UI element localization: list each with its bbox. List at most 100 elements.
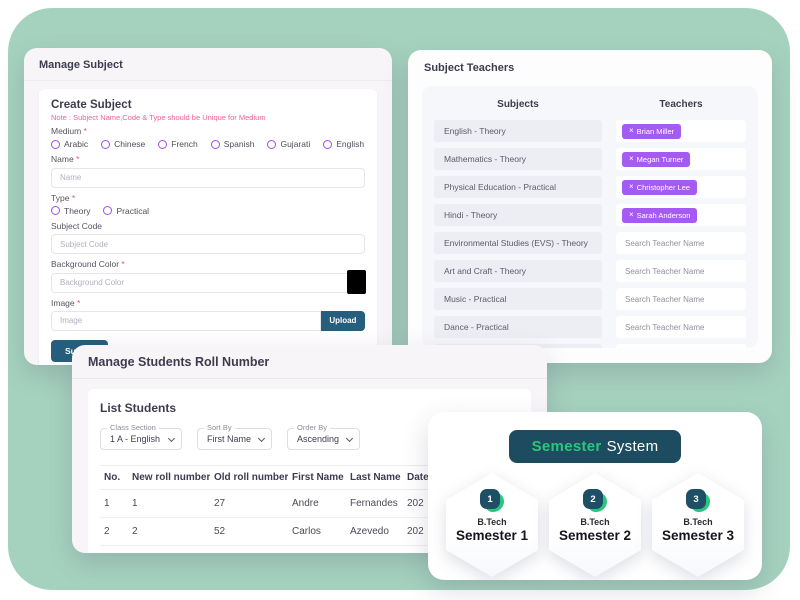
required-marker: *: [121, 259, 125, 269]
order-by-value: Ascending: [297, 434, 340, 444]
medium-label: Medium *: [51, 126, 87, 136]
manage-students-title: Manage Students Roll Number: [72, 345, 547, 379]
background-color-label: Background Color *: [51, 259, 125, 269]
sort-by-value: First Name: [207, 434, 252, 444]
teacher-badge[interactable]: × Brian Miller: [622, 123, 682, 139]
radio-button-icon[interactable]: [101, 139, 111, 149]
name-label: Name *: [51, 154, 80, 164]
semester-3-card[interactable]: 3 B.Tech Semester 3: [652, 473, 744, 577]
required-marker: *: [83, 126, 87, 136]
semester-2-card[interactable]: 2 B.Tech Semester 2: [549, 473, 641, 577]
manage-subject-panel: Manage Subject Create Subject Note : Sub…: [24, 48, 392, 365]
upload-button[interactable]: Upload: [320, 310, 365, 331]
background-color-field[interactable]: [51, 272, 365, 293]
teacher-badge[interactable]: × Sarah Anderson: [622, 207, 698, 223]
teacher-search-input[interactable]: Search Teacher Name: [616, 260, 746, 282]
class-section-select[interactable]: Class Section 1 A - English: [100, 424, 182, 450]
required-marker: *: [77, 297, 81, 308]
subject-cell: Physical Education - Practical: [434, 176, 602, 198]
col-old-roll: Old roll number: [210, 465, 288, 490]
col-last-name: Last Name: [346, 465, 403, 490]
semester-1-card[interactable]: 1 B.Tech Semester 1: [446, 473, 538, 577]
subject-teachers-table: Subjects Teachers English - Theory × Bria…: [422, 86, 758, 348]
teacher-badge[interactable]: × Christopher Lee: [622, 179, 698, 195]
table-row: Environmental Studies (EVS) - Theory Sea…: [434, 232, 746, 254]
table-row: Dance - Practical Search Teacher Name: [434, 316, 746, 338]
required-marker: *: [76, 154, 80, 164]
radio-medium-chinese[interactable]: Chinese: [101, 139, 145, 149]
class-section-value: 1 A - English: [110, 434, 161, 444]
subject-teachers-title: Subject Teachers: [424, 62, 515, 74]
remove-icon[interactable]: ×: [629, 210, 634, 219]
table-row: Mathematics - Theory × Megan Turner: [434, 148, 746, 170]
create-subject-heading: Create Subject: [51, 99, 132, 111]
table-row: Art and Craft - Theory Search Teacher Na…: [434, 260, 746, 282]
subject-cell: English - Theory: [434, 120, 602, 142]
radio-button-icon[interactable]: [51, 139, 60, 149]
radio-medium-spanish[interactable]: Spanish: [210, 139, 254, 149]
table-row: English - Theory × Brian Miller: [434, 120, 746, 142]
teacher-search-input[interactable]: Search Teacher Name: [616, 288, 746, 310]
sort-by-label: Sort By: [204, 424, 235, 432]
filters-row: Class Section 1 A - English Sort By Firs…: [100, 424, 519, 450]
semester-hexagon-row: 1 B.Tech Semester 1 2 B.Tech Semester 2: [428, 473, 762, 577]
semester-label: Semester 1: [455, 528, 529, 543]
required-marker: *: [71, 192, 76, 203]
banner-rest-text: System: [606, 438, 659, 455]
color-swatch[interactable]: [347, 270, 366, 294]
table-row: Hindi - Theory × Sarah Anderson: [434, 204, 746, 226]
remove-icon[interactable]: ×: [629, 154, 634, 163]
class-section-label: Class Section: [107, 424, 159, 432]
type-label: Type *: [51, 192, 76, 203]
chevron-down-icon: [346, 434, 354, 443]
teacher-search-input[interactable]: Search Teacher Name: [616, 316, 746, 338]
semester-label: Semester 2: [558, 528, 632, 543]
radio-medium-gujarati[interactable]: Gujarati: [267, 139, 310, 149]
radio-button-icon[interactable]: [158, 139, 168, 149]
teacher-cell[interactable]: × Megan Turner: [616, 148, 746, 170]
radio-button-icon[interactable]: [51, 206, 60, 215]
unique-note: Note : Subject Name,Code & Type should b…: [51, 113, 266, 122]
image-field[interactable]: [51, 310, 321, 331]
radio-medium-english[interactable]: English: [323, 139, 364, 149]
medium-radio-group: Arabic Chinese French Spanish Gujarati E…: [51, 139, 365, 149]
program-label: B.Tech: [477, 517, 507, 527]
col-new-roll: New roll number: [128, 465, 210, 490]
table-row: Physical Education - Practical × Christop…: [434, 176, 746, 198]
order-by-select[interactable]: Order By Ascending: [287, 424, 361, 450]
semester-system-card: Semester System 1 B.Tech Semester 1: [428, 412, 762, 580]
name-field[interactable]: [51, 167, 365, 188]
remove-icon[interactable]: ×: [629, 182, 634, 191]
image-input-group: Upload: [51, 310, 365, 332]
subject-cell: Art and Craft - Theory: [434, 260, 602, 282]
teacher-search-input[interactable]: Search Teacher Name: [616, 232, 746, 254]
program-label: B.Tech: [683, 517, 713, 527]
radio-button-icon[interactable]: [267, 139, 277, 149]
subject-cell: Environmental Studies (EVS) - Theory: [434, 232, 602, 254]
teacher-cell[interactable]: × Brian Miller: [616, 120, 746, 142]
manage-subject-title: Manage Subject: [24, 48, 392, 81]
table-row: Music - Practical Search Teacher Name: [434, 288, 746, 310]
banner-highlight-text: Semester: [531, 438, 602, 455]
remove-icon[interactable]: ×: [629, 126, 634, 135]
teacher-badge[interactable]: × Megan Turner: [622, 151, 691, 167]
radio-medium-arabic[interactable]: Arabic: [51, 139, 88, 149]
radio-medium-french[interactable]: French: [158, 139, 198, 149]
radio-button-icon[interactable]: [103, 206, 113, 215]
teacher-cell[interactable]: × Sarah Anderson: [616, 204, 746, 226]
teacher-cell[interactable]: × Christopher Lee: [616, 176, 746, 198]
list-students-heading: List Students: [100, 401, 177, 415]
semester-number-badge: 2: [583, 489, 607, 512]
radio-button-icon[interactable]: [323, 139, 333, 149]
radio-type-practical[interactable]: Practical: [103, 206, 149, 216]
subject-teachers-panel: Subject Teachers Subjects Teachers Engli…: [408, 50, 772, 363]
sort-by-select[interactable]: Sort By First Name: [197, 424, 273, 450]
radio-button-icon[interactable]: [210, 139, 220, 149]
radio-type-theory[interactable]: Theory: [51, 206, 90, 216]
teacher-search-input[interactable]: Search Teacher Name: [616, 344, 746, 348]
subject-code-field[interactable]: [51, 234, 365, 254]
chevron-down-icon: [257, 434, 266, 443]
program-label: B.Tech: [580, 517, 610, 527]
chevron-down-icon: [167, 434, 176, 443]
